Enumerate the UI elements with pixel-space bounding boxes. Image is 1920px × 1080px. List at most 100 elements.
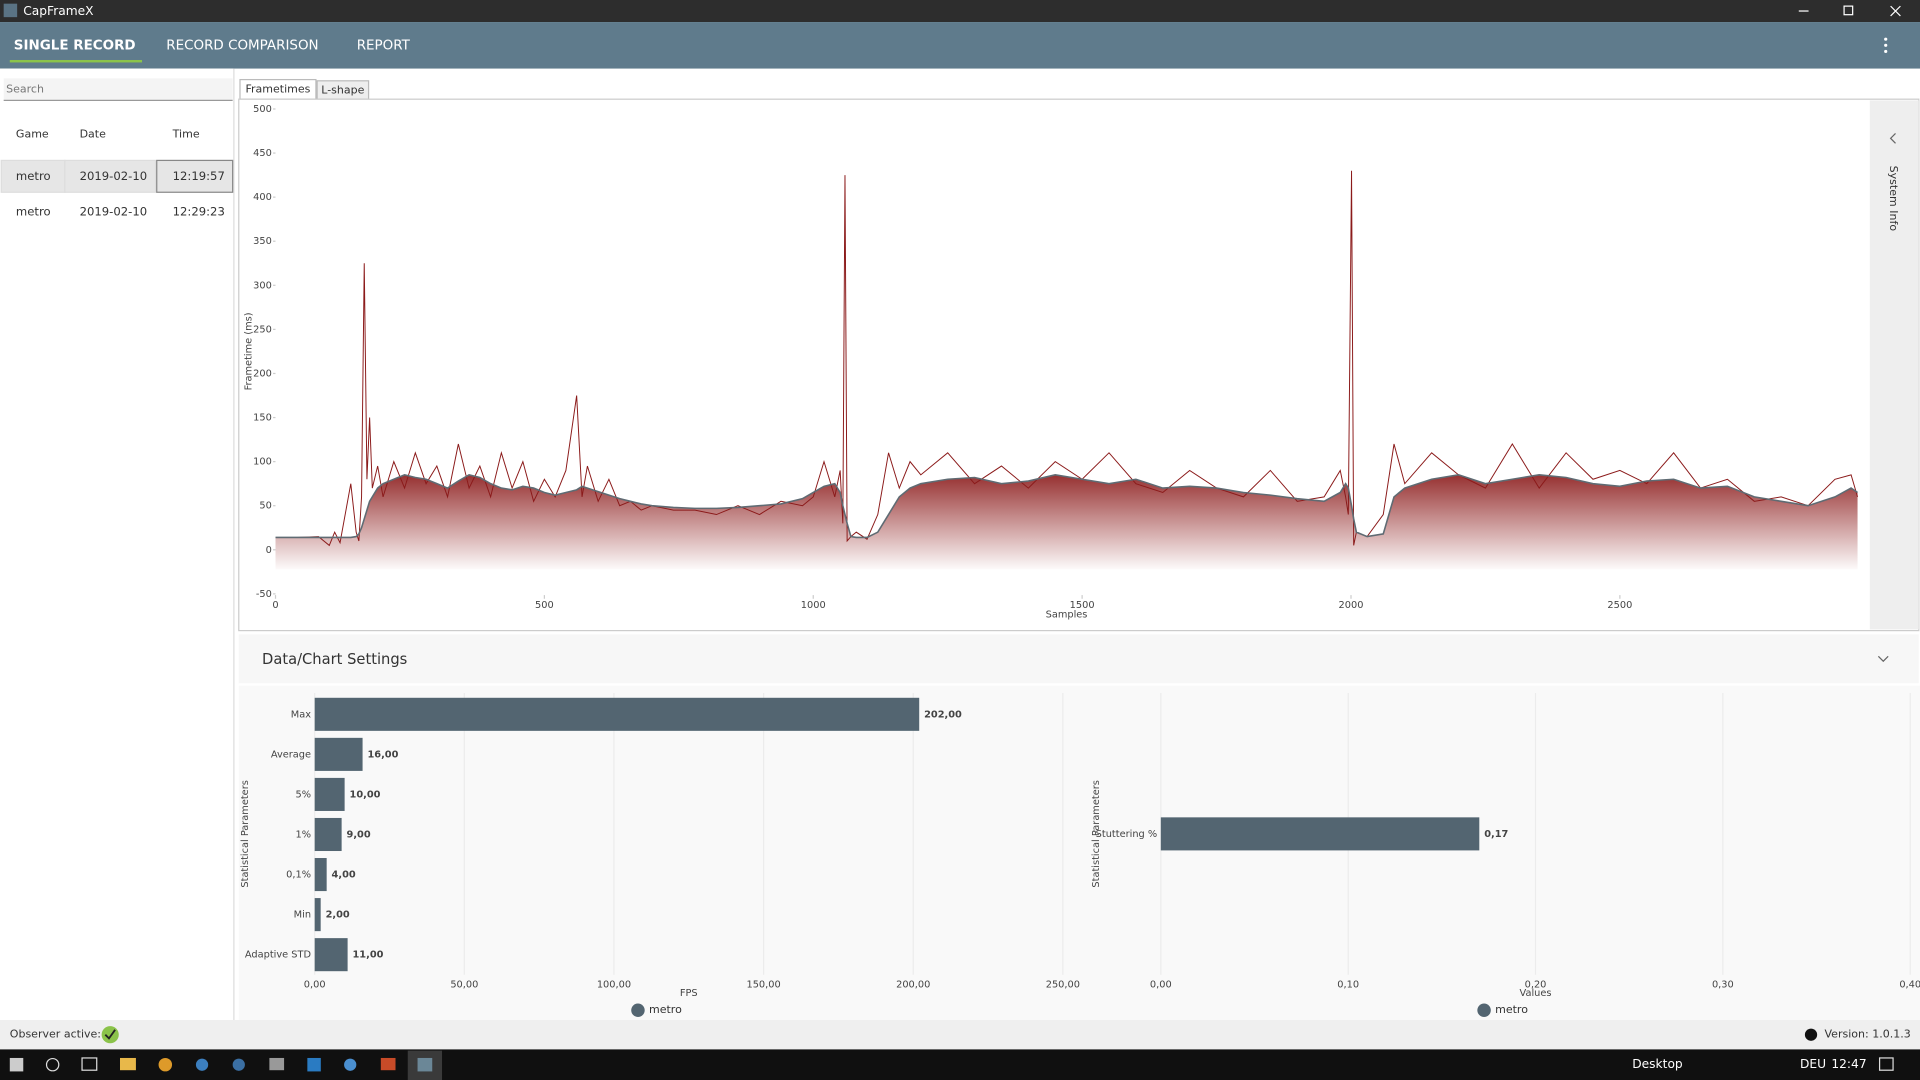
notifications-icon[interactable] bbox=[1878, 1057, 1894, 1071]
bar bbox=[314, 777, 345, 811]
x-axis-title: Samples bbox=[1046, 610, 1088, 621]
category-label: 1% bbox=[295, 829, 311, 840]
frametime-line bbox=[275, 170, 1859, 547]
x-tick-label: 250,00 bbox=[1046, 979, 1080, 990]
category-label: Average bbox=[271, 749, 311, 760]
app-icon bbox=[3, 3, 18, 18]
version-label: Version: 1.0.1.3 bbox=[1824, 1028, 1910, 1041]
window-title: CapFrameX bbox=[23, 4, 93, 18]
y-tick-label: 500 bbox=[253, 104, 272, 115]
legend-label: metro bbox=[649, 1003, 682, 1016]
x-axis-title: Values bbox=[1520, 988, 1552, 999]
y-tick-label: -50 bbox=[256, 589, 272, 600]
x-tick-label: 2500 bbox=[1607, 600, 1632, 611]
y-axis-title: Statistical Parameters bbox=[1091, 780, 1102, 887]
observer-label: Observer active: bbox=[10, 1028, 101, 1041]
nav-bar bbox=[0, 22, 1920, 69]
bar bbox=[314, 817, 342, 852]
x-tick-label: 1000 bbox=[801, 600, 826, 611]
x-tick-label: 0,00 bbox=[304, 979, 326, 990]
bar bbox=[314, 737, 363, 771]
y-tick-label: 100 bbox=[253, 457, 272, 468]
active-tab-indicator bbox=[9, 60, 143, 63]
restore-button[interactable] bbox=[1843, 5, 1854, 16]
system-info-label: System Info bbox=[1887, 166, 1900, 232]
table-cell-bg bbox=[64, 159, 157, 193]
y-axis-title: Statistical Parameters bbox=[240, 780, 251, 887]
value-label: 9,00 bbox=[347, 829, 371, 840]
x-tick-label: 50,00 bbox=[450, 979, 478, 990]
y-tick-label: 50 bbox=[259, 501, 271, 512]
y-tick-label: 250 bbox=[253, 324, 272, 335]
close-button[interactable] bbox=[1890, 5, 1901, 17]
system-info-panel[interactable] bbox=[1869, 100, 1919, 630]
y-tick-label: 0 bbox=[266, 545, 272, 556]
table-cell: 12:29:23 bbox=[173, 204, 225, 218]
settings-header[interactable] bbox=[238, 634, 1919, 684]
legend-marker bbox=[631, 1003, 645, 1017]
y-tick-label: 200 bbox=[253, 368, 272, 379]
table-cell: 2019-02-10 bbox=[80, 169, 148, 183]
value-label: 11,00 bbox=[353, 950, 384, 961]
category-label: Max bbox=[291, 709, 311, 720]
record-table: Game Date Time metro 2019-02-10 12:19:57 metro… bbox=[0, 128, 234, 218]
x-tick-label: 0,40 bbox=[1899, 979, 1920, 990]
table-cell: 12:19:57 bbox=[173, 169, 225, 183]
table-cell-bg bbox=[0, 159, 66, 193]
x-tick-label: 0,30 bbox=[1712, 979, 1734, 990]
x-tick-label: 200,00 bbox=[896, 979, 930, 990]
taskbar-clock[interactable]: 12:47 bbox=[1831, 1057, 1866, 1071]
x-tick-label: 0,10 bbox=[1337, 979, 1359, 990]
bar bbox=[1160, 817, 1480, 851]
legend-label: metro bbox=[1495, 1003, 1528, 1016]
stats-area bbox=[238, 685, 1920, 1020]
value-label: 16,00 bbox=[367, 749, 398, 760]
x-tick-label: 2000 bbox=[1339, 600, 1364, 611]
nav-tab[interactable]: RECORD COMPARISON bbox=[166, 38, 318, 53]
table-header: Date bbox=[80, 128, 107, 141]
category-label: 0,1% bbox=[286, 870, 311, 881]
value-label: 4,00 bbox=[332, 870, 356, 881]
table-header: Time bbox=[172, 128, 200, 141]
frametime-area bbox=[275, 474, 1858, 570]
bar bbox=[314, 898, 321, 932]
info-icon bbox=[1804, 1028, 1818, 1041]
taskbar-icons[interactable] bbox=[9, 1050, 443, 1080]
value-label: 2,00 bbox=[326, 910, 350, 921]
table-cell: metro bbox=[16, 169, 51, 183]
menu-button[interactable] bbox=[1884, 37, 1888, 54]
sidebar bbox=[0, 68, 234, 1021]
legend-marker bbox=[1477, 1003, 1491, 1017]
value-label: 10,00 bbox=[350, 789, 381, 800]
y-tick-label: 300 bbox=[253, 280, 272, 291]
table-cell: 2019-02-10 bbox=[80, 204, 148, 218]
nav-tab[interactable]: REPORT bbox=[357, 38, 411, 53]
category-label: Min bbox=[294, 910, 311, 921]
observer-indicator bbox=[101, 1026, 119, 1044]
table-cell: metro bbox=[16, 204, 51, 218]
y-tick-label: 150 bbox=[253, 413, 272, 424]
value-label: 202,00 bbox=[924, 709, 962, 720]
tab-label: Frametimes bbox=[245, 82, 310, 95]
check-icon bbox=[104, 1029, 116, 1040]
settings-title: Data/Chart Settings bbox=[262, 651, 407, 668]
taskbar-language[interactable]: DEU bbox=[1800, 1057, 1826, 1071]
search-box[interactable] bbox=[3, 78, 233, 101]
taskbar-desktop[interactable]: Desktop bbox=[1632, 1057, 1683, 1071]
y-tick-label: 350 bbox=[253, 236, 272, 247]
bar bbox=[314, 697, 920, 731]
x-tick-label: 0 bbox=[272, 600, 278, 611]
y-tick-label: 450 bbox=[253, 148, 272, 159]
category-label: Adaptive STD bbox=[245, 950, 311, 961]
x-tick-label: 150,00 bbox=[746, 979, 780, 990]
x-tick-label: 100,00 bbox=[597, 979, 631, 990]
x-axis-title: FPS bbox=[680, 988, 698, 999]
bar bbox=[314, 858, 327, 892]
x-tick-label: 0,20 bbox=[1525, 979, 1547, 990]
nav-tab[interactable]: SINGLE RECORD bbox=[14, 38, 136, 53]
value-label: 0,17 bbox=[1484, 829, 1508, 840]
status-bar bbox=[0, 1020, 1920, 1050]
